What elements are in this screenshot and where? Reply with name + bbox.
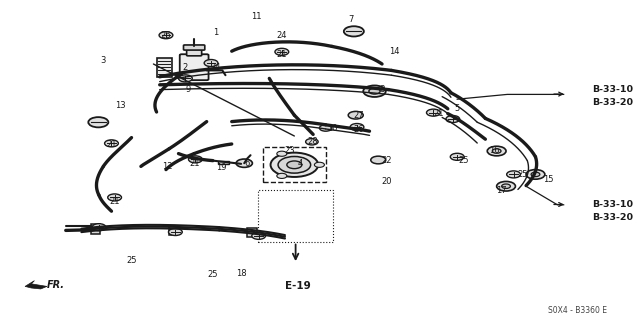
Circle shape	[287, 161, 302, 169]
Circle shape	[92, 224, 106, 231]
Circle shape	[278, 156, 310, 173]
Circle shape	[277, 151, 287, 156]
Text: 10: 10	[326, 124, 337, 132]
Text: 25: 25	[518, 170, 528, 179]
Text: 1: 1	[214, 28, 219, 36]
Text: S0X4 - B3360 E: S0X4 - B3360 E	[548, 306, 607, 315]
Circle shape	[204, 60, 218, 67]
Circle shape	[369, 88, 380, 94]
Circle shape	[502, 184, 511, 188]
Text: 21: 21	[109, 197, 120, 206]
Text: 28: 28	[308, 137, 319, 146]
Text: 13: 13	[116, 101, 126, 110]
Circle shape	[314, 162, 324, 167]
Bar	[258, 190, 333, 242]
FancyBboxPatch shape	[187, 49, 202, 56]
Text: 21: 21	[276, 50, 287, 59]
FancyBboxPatch shape	[184, 45, 205, 50]
Circle shape	[371, 156, 386, 164]
Text: 12: 12	[163, 162, 173, 171]
Text: 9: 9	[185, 85, 191, 94]
Text: B-33-20: B-33-20	[592, 98, 633, 107]
Circle shape	[108, 194, 122, 201]
Text: 24: 24	[211, 63, 221, 72]
Circle shape	[451, 153, 464, 160]
Circle shape	[168, 228, 182, 236]
Circle shape	[446, 116, 460, 123]
Text: 3: 3	[100, 56, 106, 65]
Text: 2: 2	[182, 63, 188, 72]
Text: 26: 26	[161, 31, 172, 40]
Circle shape	[179, 75, 192, 82]
Text: FR.: FR.	[47, 280, 65, 291]
Text: 20: 20	[382, 177, 392, 186]
Text: 22: 22	[382, 156, 392, 164]
Text: 18: 18	[236, 269, 246, 278]
Text: 25: 25	[208, 270, 218, 279]
Circle shape	[271, 153, 318, 177]
Circle shape	[526, 170, 545, 179]
Bar	[218, 161, 229, 164]
Circle shape	[487, 146, 506, 156]
Bar	[248, 228, 257, 237]
Text: 17: 17	[496, 186, 506, 195]
Text: B-33-20: B-33-20	[592, 213, 633, 222]
Circle shape	[426, 109, 440, 116]
Text: 25: 25	[126, 256, 137, 265]
Text: 26: 26	[353, 125, 364, 134]
Circle shape	[348, 111, 364, 119]
Text: 24: 24	[276, 31, 287, 40]
Circle shape	[275, 48, 289, 55]
Text: 14: 14	[389, 47, 400, 56]
Text: 8: 8	[380, 85, 385, 94]
Text: 21: 21	[189, 159, 200, 168]
Text: 23: 23	[284, 146, 294, 155]
Circle shape	[492, 149, 501, 153]
Text: 6: 6	[244, 159, 250, 168]
FancyBboxPatch shape	[180, 54, 209, 80]
Text: 11: 11	[252, 12, 262, 20]
Text: 15: 15	[543, 175, 553, 184]
Circle shape	[507, 171, 520, 178]
Bar	[91, 224, 100, 234]
Circle shape	[344, 26, 364, 36]
Text: 19: 19	[216, 163, 227, 172]
Circle shape	[364, 85, 386, 97]
Circle shape	[350, 124, 364, 131]
Text: 27: 27	[353, 111, 364, 120]
Circle shape	[104, 140, 118, 147]
Circle shape	[497, 181, 515, 191]
Text: 7: 7	[348, 15, 353, 24]
Text: 21: 21	[433, 109, 444, 118]
Text: 5: 5	[454, 104, 460, 113]
Circle shape	[236, 159, 252, 167]
Text: E-19: E-19	[285, 281, 310, 292]
Text: B-33-10: B-33-10	[592, 200, 633, 209]
Circle shape	[319, 125, 332, 131]
Text: 21: 21	[106, 140, 116, 148]
Text: 25: 25	[458, 156, 468, 164]
Circle shape	[252, 232, 266, 239]
Circle shape	[306, 139, 318, 145]
Bar	[263, 147, 326, 182]
Polygon shape	[25, 281, 47, 289]
Circle shape	[189, 156, 202, 163]
Bar	[157, 58, 172, 77]
Text: B-33-10: B-33-10	[592, 85, 633, 94]
Circle shape	[531, 172, 540, 177]
Text: 4: 4	[298, 159, 303, 168]
Circle shape	[88, 117, 108, 127]
Bar	[169, 226, 177, 235]
Text: 16: 16	[490, 146, 500, 155]
Circle shape	[159, 32, 173, 39]
Circle shape	[277, 173, 287, 179]
